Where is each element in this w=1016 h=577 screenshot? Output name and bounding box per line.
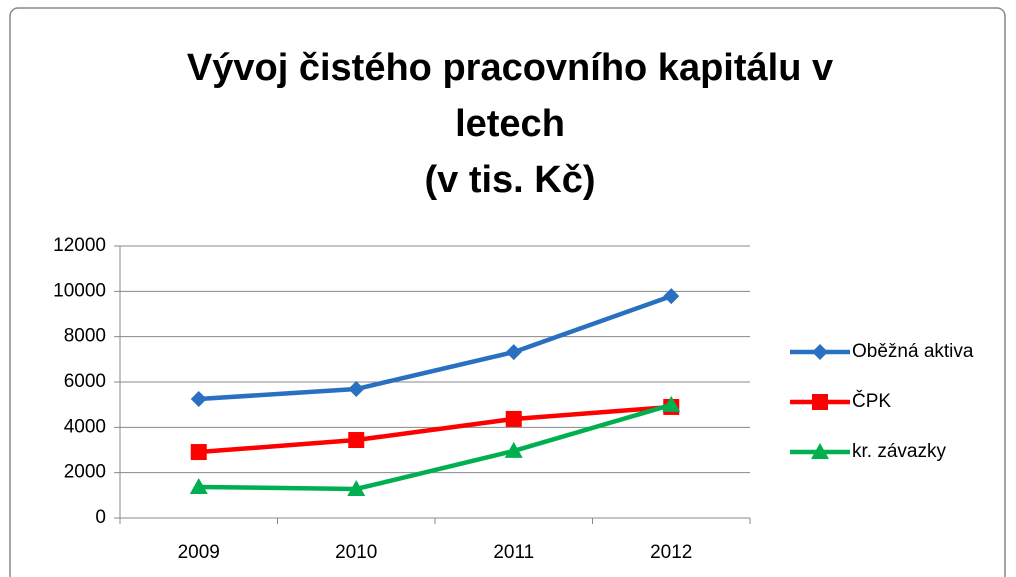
y-tick-label: 8000	[64, 326, 106, 347]
marker	[190, 444, 207, 461]
chart-subtitle: (v tis. Kč)	[424, 159, 596, 201]
marker	[189, 477, 208, 494]
marker	[505, 344, 522, 361]
x-tick-label: 2010	[335, 542, 377, 563]
title-block: Vývoj čistého pracovního kapitálu v lete…	[150, 40, 870, 208]
marker	[663, 288, 680, 305]
marker	[811, 443, 829, 459]
marker	[190, 391, 207, 407]
marker	[348, 432, 365, 449]
series-line	[198, 402, 672, 492]
marker	[504, 441, 523, 458]
marker	[662, 395, 681, 412]
series-line	[198, 293, 673, 402]
x-tick-label: 2009	[178, 542, 220, 563]
legend-label: kr. závazky	[852, 441, 946, 462]
y-tick-label: 6000	[64, 371, 106, 392]
y-tick-label: 0	[95, 507, 106, 528]
chart-border	[9, 7, 1006, 577]
y-tick-label: 12000	[53, 235, 106, 256]
marker	[348, 381, 365, 398]
marker	[812, 394, 828, 410]
legend-label: Oběžná aktiva	[852, 341, 974, 362]
series-line	[198, 404, 672, 455]
legend-label: ČPK	[852, 390, 891, 412]
y-tick-label: 2000	[64, 462, 106, 483]
marker	[347, 479, 366, 496]
x-tick-label: 2012	[650, 542, 692, 563]
marker	[812, 344, 828, 360]
marker	[505, 410, 522, 427]
chart-title: Vývoj čistého pracovního kapitálu v lete…	[186, 47, 834, 145]
y-tick-label: 4000	[64, 416, 106, 437]
x-tick-label: 2011	[493, 542, 534, 563]
y-tick-label: 10000	[53, 280, 106, 301]
